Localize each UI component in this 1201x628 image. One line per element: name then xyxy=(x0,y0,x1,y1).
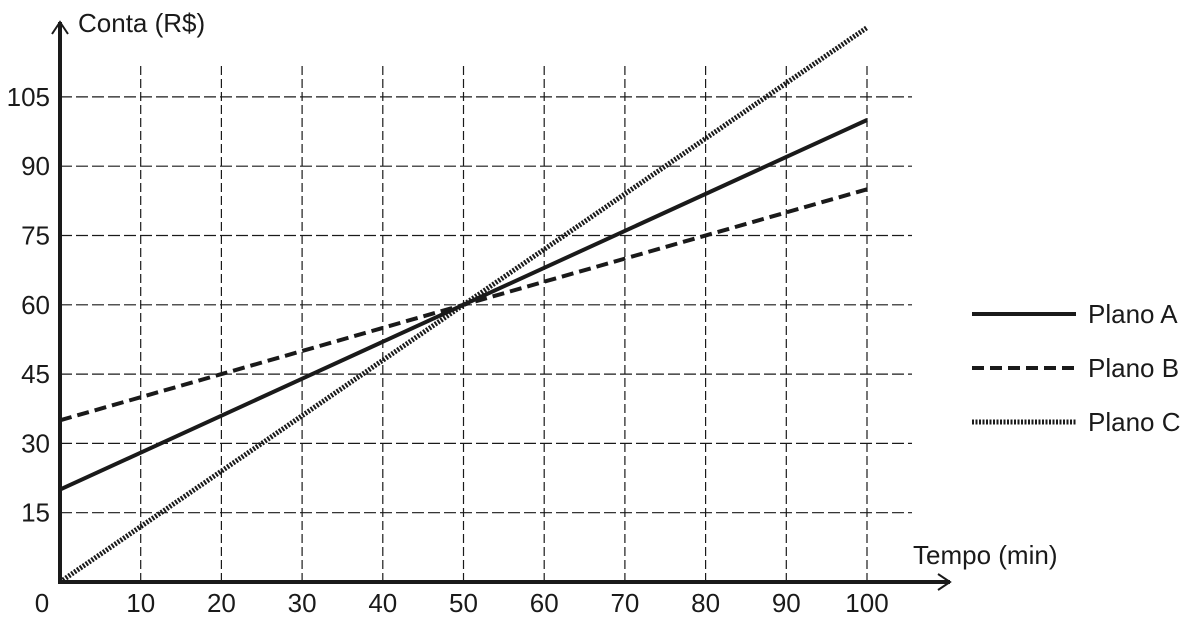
legend-label: Plano C xyxy=(1088,407,1181,437)
tick-labels: 10 20 30 40 50 60 70 80 90 100 15 30 45 60 75 90 105 xyxy=(7,82,889,618)
y-axis-label: Conta (R$) xyxy=(78,8,205,38)
legend-label: Plano B xyxy=(1088,353,1179,383)
x-tick-label: 20 xyxy=(207,588,236,618)
x-tick-label: 80 xyxy=(691,588,720,618)
x-tick-label: 70 xyxy=(610,588,639,618)
origin-label: 0 xyxy=(35,588,49,618)
x-tick-label: 100 xyxy=(845,588,888,618)
x-tick-label: 40 xyxy=(368,588,397,618)
legend: Plano A Plano B Plano C xyxy=(972,299,1181,437)
series-line-plano-c xyxy=(58,25,869,585)
x-tick-label: 90 xyxy=(772,588,801,618)
y-tick-label: 75 xyxy=(21,221,50,251)
x-axis-label: Tempo (min) xyxy=(913,540,1057,570)
series-lines xyxy=(58,25,869,585)
grid xyxy=(60,66,912,582)
x-tick-label: 30 xyxy=(288,588,317,618)
axes xyxy=(51,20,952,591)
x-axis-arrow-icon xyxy=(937,573,952,591)
legend-label: Plano A xyxy=(1088,299,1178,329)
y-tick-label: 15 xyxy=(21,498,50,528)
y-axis-arrow-icon xyxy=(51,20,69,35)
x-tick-label: 60 xyxy=(530,588,559,618)
x-tick-label: 50 xyxy=(449,588,478,618)
x-tick-label: 10 xyxy=(126,588,155,618)
y-tick-label: 30 xyxy=(21,428,50,458)
y-tick-label: 105 xyxy=(7,82,50,112)
series-line-plano-b xyxy=(59,187,868,423)
y-tick-label: 60 xyxy=(21,290,50,320)
y-tick-label: 90 xyxy=(21,151,50,181)
y-tick-label: 45 xyxy=(21,359,50,389)
